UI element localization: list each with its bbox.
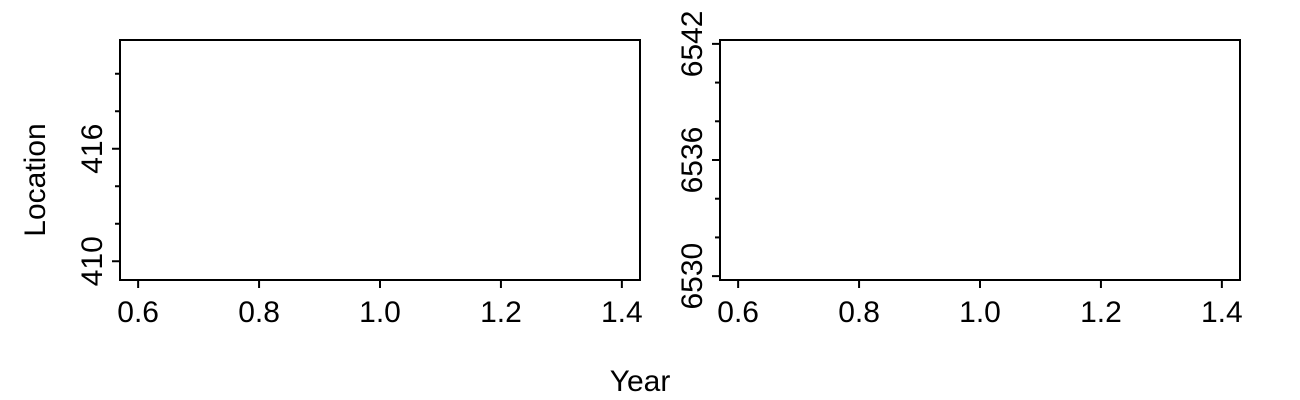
- x-tick-label: 1.2: [1080, 296, 1122, 329]
- x-tick-label: 0.6: [117, 296, 159, 329]
- y-tick-label: 6530: [676, 243, 709, 310]
- x-tick-label: 0.8: [238, 296, 280, 329]
- y-tick-label: 416: [76, 124, 109, 174]
- plot-frame: [719, 39, 1241, 281]
- y-tick-label: 410: [76, 236, 109, 286]
- x-tick-label: 1.4: [1201, 296, 1243, 329]
- panels: 0.6 0.8 1.0 1.2 1.4 410 416 0.6 0.8 1.0 1.2 1.4 6530…: [76, 10, 1243, 329]
- x-tick-label: 0.6: [717, 296, 759, 329]
- x-tick-label: 1.2: [480, 296, 522, 329]
- plot-frame: [119, 39, 641, 281]
- y-tick-label: 6542: [676, 10, 709, 77]
- panel-2: 0.6 0.8 1.0 1.2 1.4 6530 6536 6542: [676, 10, 1243, 329]
- x-tick-label: 1.4: [601, 296, 643, 329]
- x-tick-label: 0.8: [838, 296, 880, 329]
- y-tick-label: 6536: [676, 127, 709, 194]
- shared-x-axis-title: Year: [610, 365, 671, 398]
- x-tick-label: 1.0: [959, 296, 1001, 329]
- x-tick-label: 1.0: [359, 296, 401, 329]
- shared-y-axis-title: Location: [19, 123, 52, 236]
- panel-1: 0.6 0.8 1.0 1.2 1.4 410 416: [76, 39, 643, 329]
